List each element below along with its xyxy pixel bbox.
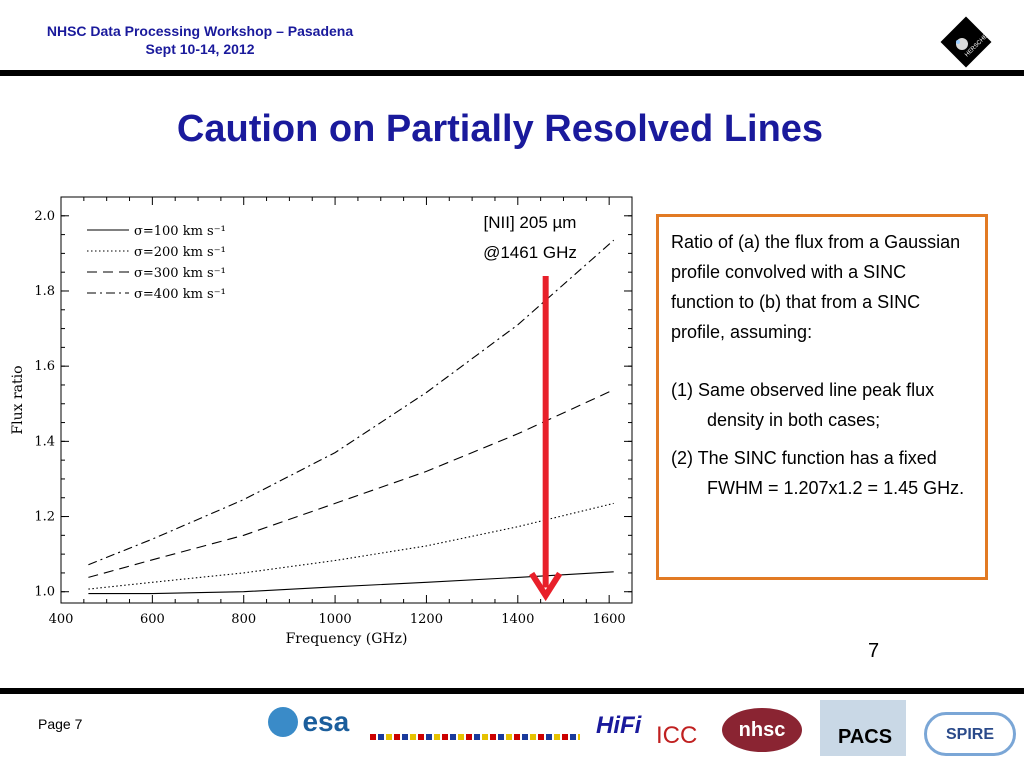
hifi-logo: HiFi <box>596 712 642 739</box>
series-line-4 <box>88 239 615 566</box>
esa-logo-text: esa <box>302 706 350 737</box>
annotation-line2: @1461 GHz <box>483 243 577 262</box>
member-flags <box>370 734 580 740</box>
chart-legend: σ=100 km s⁻¹ σ=200 km s⁻¹ σ=300 km s⁻¹ σ=40… <box>87 224 226 302</box>
top-rule <box>0 70 1024 76</box>
explanation-item-1: (1) Same observed line peak flux density… <box>671 380 935 430</box>
slide-number: 7 <box>868 640 880 662</box>
esa-logo: esa <box>268 706 349 738</box>
plot-frame <box>60 196 633 604</box>
icc-logo: ICC <box>656 722 698 749</box>
legend-label: σ=100 km s⁻¹ <box>134 224 226 239</box>
x-tick-label: 1400 <box>501 612 534 627</box>
x-tick-label: 800 <box>231 612 256 627</box>
explanation-box: Ratio of (a) the flux from a Gaussian pr… <box>656 214 988 580</box>
series-line-1 <box>88 571 614 595</box>
x-axis-label: Frequency (GHz) <box>286 631 408 647</box>
explanation-intro: Ratio of (a) the flux from a Gaussian pr… <box>671 232 961 342</box>
chart-axes: 400 600 800 1000 1200 1400 1600 1.0 1.2 1.4 1.6 1.8… <box>10 196 633 647</box>
x-tick-label: 400 <box>49 612 74 627</box>
y-tick-label: 1.2 <box>34 510 55 525</box>
x-tick-label: 1000 <box>319 612 352 627</box>
arrow-head <box>529 571 563 602</box>
slide-title: Caution on Partially Resolved Lines <box>176 108 824 150</box>
header-line1: NHSC Data Processing Workshop – Pasadena <box>46 23 354 39</box>
chart-series <box>88 239 615 595</box>
legend-label: σ=400 km s⁻¹ <box>134 287 226 302</box>
legend-label: σ=200 km s⁻¹ <box>134 245 226 260</box>
header-line2: Sept 10-14, 2012 <box>145 41 255 57</box>
y-tick-label: 1.8 <box>34 284 55 299</box>
legend-label: σ=300 km s⁻¹ <box>134 266 226 281</box>
nhsc-logo: nhsc <box>722 708 802 752</box>
y-tick-label: 1.6 <box>34 359 55 374</box>
pacs-logo-text: PACS <box>838 726 893 748</box>
y-tick-label: 2.0 <box>34 209 55 224</box>
page-label: Page 7 <box>38 716 83 732</box>
x-tick-label: 600 <box>140 612 165 627</box>
workshop-header: NHSC Data Processing Workshop – Pasadena… <box>0 22 400 58</box>
series-line-3 <box>88 389 614 578</box>
y-tick-label: 1.4 <box>34 434 55 449</box>
annotation-line1: [NII] 205 µm <box>483 213 577 232</box>
x-tick-label: 1200 <box>410 612 443 627</box>
nii-annotation: [NII] 205 µm @1461 GHz <box>455 208 605 268</box>
series-line-2 <box>88 502 614 590</box>
y-tick-label: 1.0 <box>34 585 55 600</box>
herschel-logo: HERSCHEL <box>940 16 992 68</box>
flux-ratio-chart: 400 600 800 1000 1200 1400 1600 1.0 1.2 1.4 1.6 1.8… <box>10 196 633 647</box>
x-tick-label: 1600 <box>593 612 626 627</box>
explanation-item-2: (2) The SINC function has a fixed FWHM =… <box>671 448 965 498</box>
bottom-rule <box>0 688 1024 694</box>
nii-arrow <box>529 275 563 602</box>
pacs-logo: PACS <box>820 700 906 756</box>
y-axis-label: Flux ratio <box>10 365 26 434</box>
spire-logo: SPIRE <box>924 712 1016 756</box>
